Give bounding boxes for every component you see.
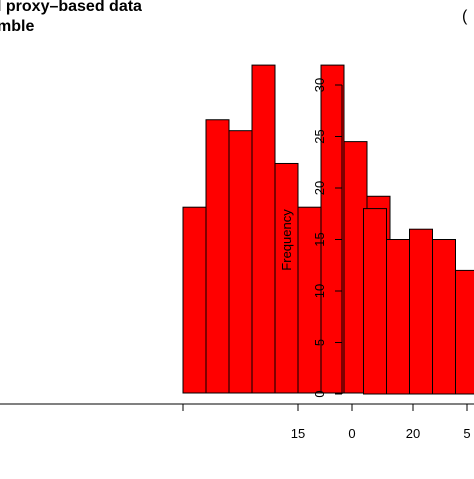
- right-y-tick-label-10: 10: [312, 284, 327, 298]
- right-y-tick-label-15: 15: [312, 232, 327, 246]
- right-hist-bar-0: [364, 209, 387, 394]
- right-y-tick-label-0: 0: [312, 390, 327, 397]
- left-x-tick-label-20: 20: [406, 426, 420, 441]
- right-y-tick-label-25: 25: [312, 129, 327, 143]
- left-hist-bar-3: [252, 65, 275, 393]
- right-y-tick-label-20: 20: [312, 181, 327, 195]
- right-x-tick-label-0: 0: [348, 426, 355, 441]
- left-chart-title-line-2: mble: [0, 18, 34, 36]
- right-hist-bar-3: [433, 240, 456, 395]
- left-hist-bar-4: [275, 163, 298, 393]
- right-panel-tag: (: [462, 8, 467, 26]
- right-y-tick-label-5: 5: [312, 339, 327, 346]
- left-hist-bar-1: [206, 120, 229, 393]
- right-hist-bar-4: [456, 270, 474, 394]
- right-y-tick-label-30: 30: [312, 78, 327, 92]
- left-chart-title-line-1: l proxy–based data: [0, 0, 142, 16]
- right-hist-bar-1: [387, 240, 410, 395]
- right-x-tick-label-5: 5: [463, 426, 470, 441]
- left-x-tick-label-15: 15: [291, 426, 305, 441]
- right-hist-bar-2: [410, 229, 433, 394]
- left-hist-bar-2: [229, 131, 252, 393]
- left-hist-bar-0: [183, 207, 206, 393]
- right-y-axis-label: Frequency: [279, 209, 294, 271]
